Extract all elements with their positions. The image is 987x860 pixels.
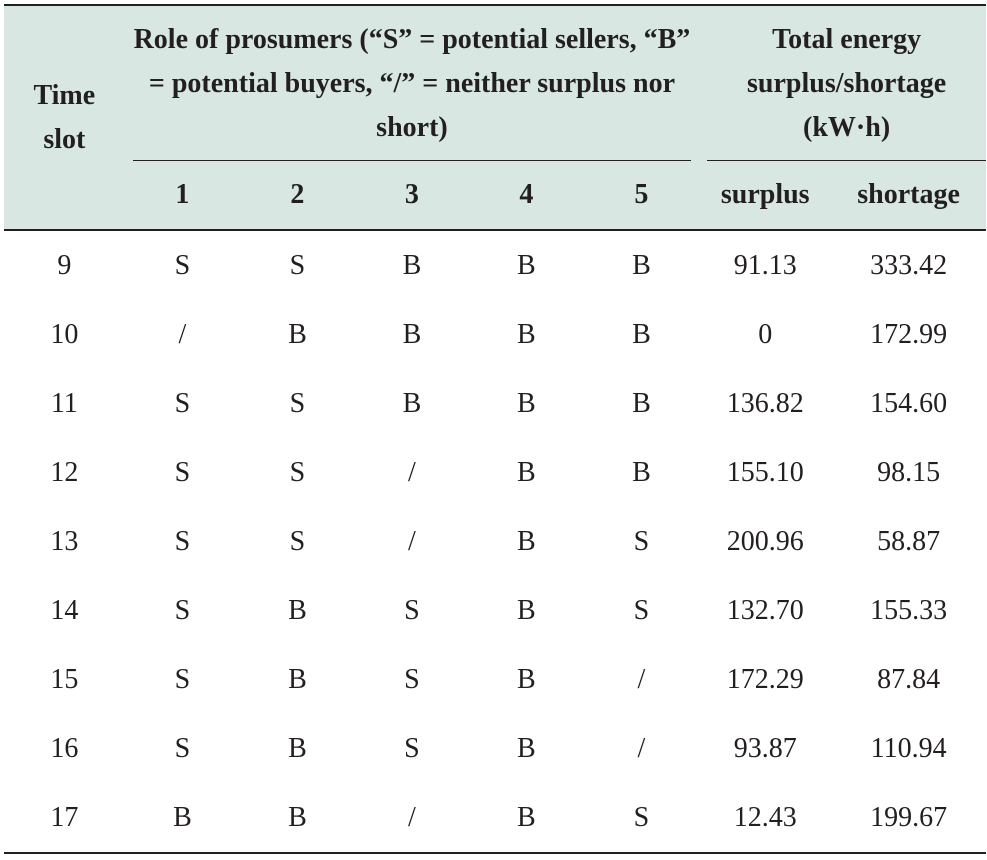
- cell-role-5: B: [632, 387, 651, 419]
- cell-role-2: S: [289, 249, 306, 281]
- table-row: 10 / B B B B 0 172.99: [4, 300, 986, 369]
- cell-time-slot: 10: [50, 318, 79, 350]
- header-role-group: Role of prosumers (“S” = potential selle…: [124, 4, 700, 161]
- cell-role-3: S: [404, 663, 420, 695]
- cell-role-5: B: [632, 249, 651, 281]
- table-row: 12 S S / B B 155.10 98.15: [4, 438, 986, 507]
- table-row: 14 S B S B S 132.70 155.33: [4, 576, 986, 645]
- cell-shortage: 333.42: [870, 249, 948, 281]
- cell-role-2: S: [289, 387, 306, 419]
- cell-role-4: B: [517, 387, 536, 419]
- header-prosumer-5: 5: [583, 161, 700, 231]
- header-prosumer-1: 1: [124, 161, 241, 231]
- header-subrow: 1 2 3 4 5 surplus shortage: [4, 161, 986, 231]
- cell-role-1: /: [178, 318, 187, 350]
- cell-role-5: S: [633, 594, 650, 626]
- cell-surplus: 136.82: [726, 387, 804, 419]
- cell-role-3: /: [408, 525, 416, 557]
- cell-role-1: S: [174, 456, 191, 488]
- cell-time-slot: 9: [57, 249, 72, 281]
- cell-role-4: B: [517, 663, 536, 695]
- header-surplus: surplus: [699, 161, 832, 231]
- cell-shortage: 110.94: [870, 732, 947, 764]
- cell-surplus: 91.13: [733, 249, 797, 281]
- cell-role-2: B: [288, 318, 307, 350]
- cell-role-2: S: [289, 456, 306, 488]
- table-row: 11 S S B B B 136.82 154.60: [4, 369, 986, 438]
- cell-shortage: 172.99: [870, 318, 948, 350]
- table-row: 16 S B S B / 93.87 110.94: [4, 714, 986, 783]
- cell-role-4: B: [517, 525, 536, 557]
- cell-role-2: B: [288, 594, 307, 626]
- cell-role-1: S: [174, 525, 191, 557]
- cell-role-2: B: [288, 732, 307, 764]
- cell-time-slot: 17: [4, 783, 125, 854]
- cell-role-2: B: [240, 783, 355, 854]
- cell-role-1: S: [174, 249, 191, 281]
- cell-role-4: B: [517, 456, 536, 488]
- cell-surplus: 200.96: [726, 525, 804, 557]
- cell-role-3: /: [354, 783, 470, 854]
- cell-role-4: B: [517, 594, 536, 626]
- prosumer-role-table: Time slot Role of prosumers (“S” = poten…: [4, 4, 986, 854]
- cell-role-5: B: [632, 318, 651, 350]
- header-prosumer-3: 3: [354, 161, 470, 231]
- cell-surplus: 12.43: [699, 783, 832, 854]
- cell-role-5: B: [632, 456, 651, 488]
- cell-role-1: S: [174, 663, 191, 695]
- cell-surplus: 132.70: [726, 594, 804, 626]
- cell-role-1: S: [174, 387, 191, 419]
- table-row: 9 S S B B B 91.13 333.42: [4, 230, 986, 300]
- cell-shortage: 154.60: [870, 387, 948, 419]
- table-row: 15 S B S B / 172.29 87.84: [4, 645, 986, 714]
- cell-role-4: B: [517, 249, 536, 281]
- cell-time-slot: 11: [50, 387, 78, 419]
- header-prosumer-4: 4: [469, 161, 584, 231]
- table-row: 17 B B / B S 12.43 199.67: [4, 783, 986, 854]
- header-shortage: shortage: [831, 161, 986, 231]
- cell-time-slot: 13: [50, 525, 79, 557]
- cell-role-3: /: [408, 456, 416, 488]
- table-header: Time slot Role of prosumers (“S” = poten…: [4, 4, 986, 231]
- header-prosumer-2: 2: [240, 161, 355, 231]
- cell-shortage: 58.87: [877, 525, 941, 557]
- cell-role-5: S: [583, 783, 700, 854]
- cell-role-5: /: [637, 732, 646, 764]
- cell-time-slot: 14: [50, 594, 79, 626]
- header-energy-group: Total energy surplus/shortage (kW·h): [699, 4, 986, 161]
- cell-role-3: B: [402, 387, 422, 419]
- header-time-slot: Time slot: [4, 4, 125, 231]
- cell-time-slot: 15: [50, 663, 79, 695]
- cell-shortage: 98.15: [877, 456, 941, 488]
- cell-role-1: S: [174, 732, 191, 764]
- table-body: 9 S S B B B 91.13 333.42 10/B B B B 0 172.99 11 S S B B B…: [4, 230, 986, 854]
- cell-role-5: S: [633, 525, 650, 557]
- table-row: 13 S S / B S 200.96 58.87: [4, 507, 986, 576]
- cell-role-4: B: [469, 783, 584, 854]
- cell-role-4: B: [517, 318, 536, 350]
- cell-shortage: 199.67: [831, 783, 986, 854]
- cell-surplus: 155.10: [726, 456, 804, 488]
- cell-shortage: 87.84: [877, 663, 941, 695]
- cell-role-4: B: [517, 732, 536, 764]
- cell-shortage: 155.33: [870, 594, 948, 626]
- cell-surplus: 172.29: [726, 663, 804, 695]
- cell-role-3: B: [402, 318, 422, 350]
- cell-time-slot: 12: [50, 456, 79, 488]
- cell-time-slot: 16: [50, 732, 79, 764]
- cell-role-2: B: [288, 663, 307, 695]
- cell-role-3: S: [404, 732, 420, 764]
- cell-surplus: 0: [758, 318, 773, 350]
- cell-role-2: S: [289, 525, 306, 557]
- cell-role-1: S: [174, 594, 191, 626]
- cell-role-3: B: [402, 249, 422, 281]
- cell-role-3: S: [404, 594, 420, 626]
- cell-role-1: B: [124, 783, 241, 854]
- cell-surplus: 93.87: [733, 732, 797, 764]
- cell-role-5: /: [637, 663, 646, 695]
